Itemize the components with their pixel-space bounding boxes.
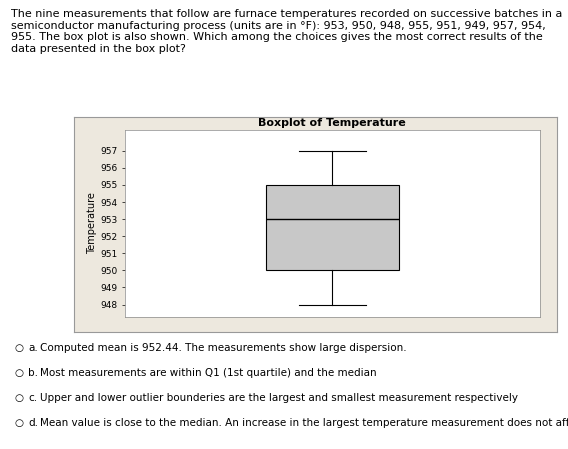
Text: d.: d. <box>28 418 39 427</box>
Text: c.: c. <box>28 393 37 403</box>
Text: ○: ○ <box>14 343 23 353</box>
Text: Mean value is close to the median. An increase in the largest temperature measur: Mean value is close to the median. An in… <box>40 418 568 427</box>
Text: ○: ○ <box>14 393 23 403</box>
Text: ○: ○ <box>14 418 23 427</box>
Text: Computed mean is 952.44. The measurements show large dispersion.: Computed mean is 952.44. The measurement… <box>40 343 406 353</box>
Text: a.: a. <box>28 343 38 353</box>
Title: Boxplot of Temperature: Boxplot of Temperature <box>258 118 406 128</box>
Y-axis label: Temperature: Temperature <box>87 193 97 254</box>
Text: b.: b. <box>28 368 39 378</box>
Text: Most measurements are within Q1 (1st quartile) and the median: Most measurements are within Q1 (1st qua… <box>40 368 377 378</box>
Text: ○: ○ <box>14 368 23 378</box>
Text: The nine measurements that follow are furnace temperatures recorded on successiv: The nine measurements that follow are fu… <box>11 9 563 54</box>
PathPatch shape <box>266 185 399 270</box>
Text: Upper and lower outlier bounderies are the largest and smallest measurement resp: Upper and lower outlier bounderies are t… <box>40 393 518 403</box>
